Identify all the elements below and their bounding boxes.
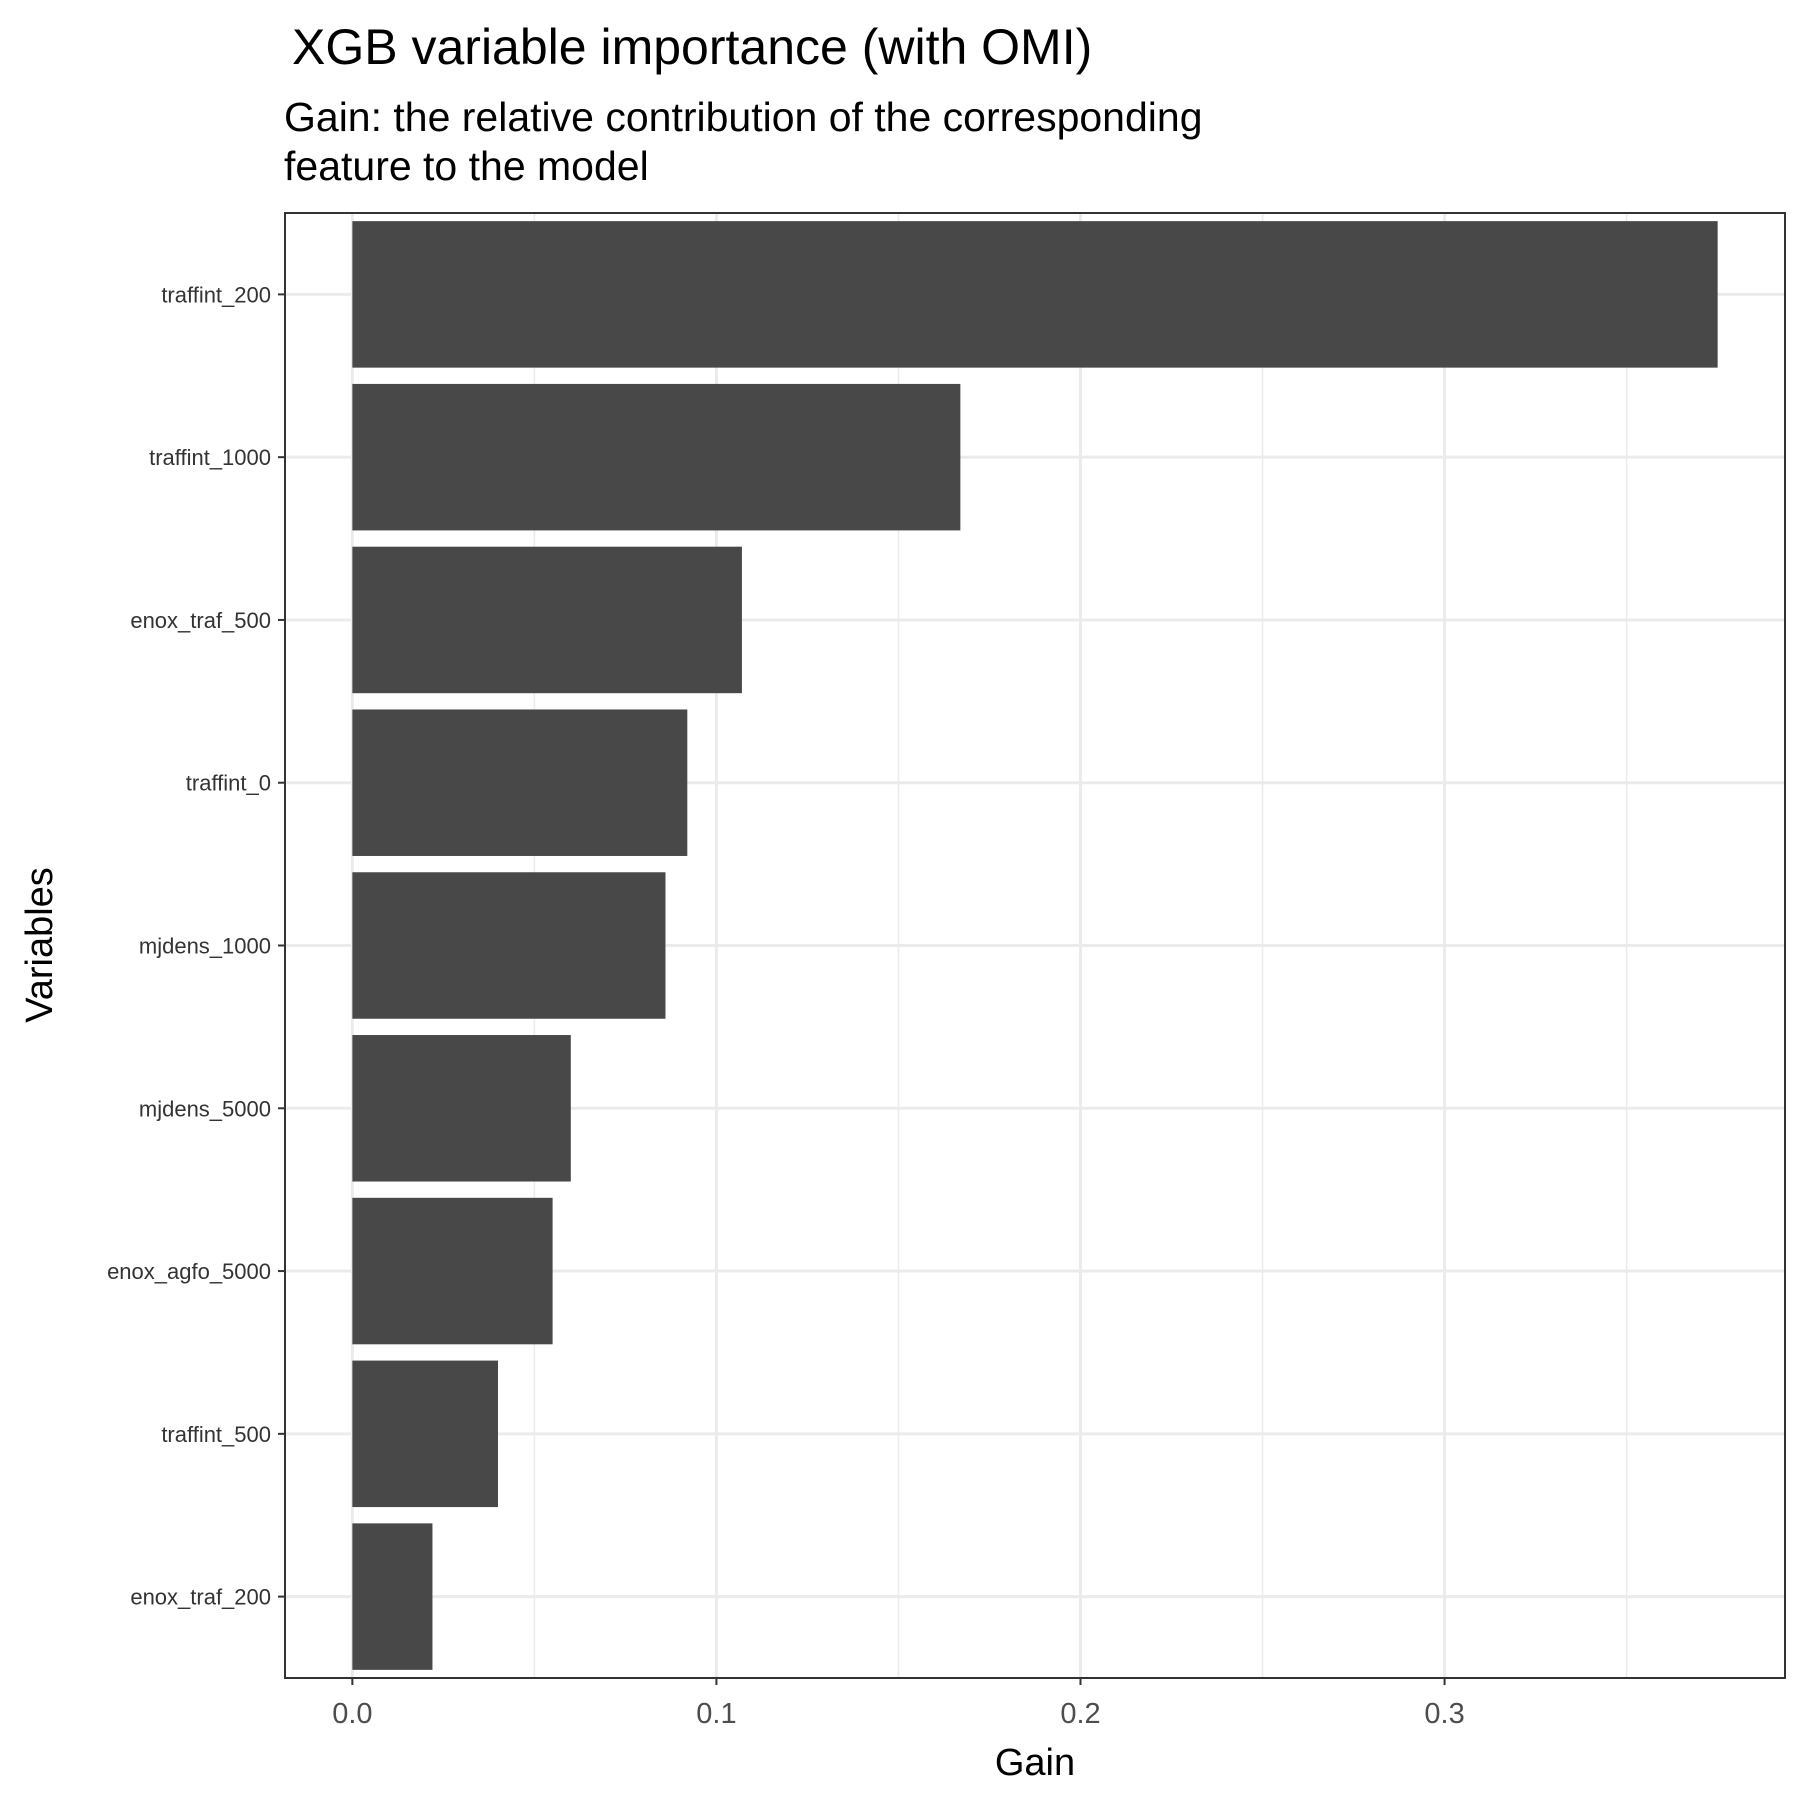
bar-mjdens_5000 [352, 1035, 571, 1182]
y-tick-label: mjdens_1000 [139, 934, 271, 959]
y-axis-title: Variables [19, 867, 61, 1023]
bar-traffint_0 [352, 709, 688, 856]
y-tick-label: enox_traf_200 [130, 1585, 271, 1610]
axes: traffint_200 traffint_1000 enox_traf_500tr… [107, 282, 1465, 1730]
bars [352, 221, 1718, 1670]
y-tick-label: mjdens_5000 [139, 1096, 271, 1121]
y-tick-label: traffint_200 [161, 282, 271, 307]
bar-mjdens_1000 [352, 872, 666, 1019]
bar-enox_agfo_5000 [352, 1197, 553, 1345]
bar-traffint_500 [352, 1360, 498, 1508]
bar-enox_traf_500 [352, 546, 742, 694]
y-tick-label: traffint_500 [161, 1422, 271, 1447]
y-tick-label: traffint_1000 [149, 445, 271, 470]
x-tick-label: 0.1 [696, 1698, 736, 1730]
x-tick-label: 0.0 [332, 1698, 372, 1730]
y-tick-label: traffint_0 [186, 771, 271, 796]
x-tick-label: 0.3 [1424, 1698, 1464, 1730]
chart-subtitle-line-2: feature to the model [284, 143, 649, 189]
chart-subtitle-line-1: Gain: the relative contribution of the c… [284, 94, 1203, 140]
x-tick-label: 0.2 [1060, 1698, 1100, 1730]
y-tick-label: enox_traf_500 [130, 608, 271, 633]
bar-enox_traf_200 [352, 1523, 433, 1670]
bar-traffint_200 [352, 221, 1718, 368]
y-tick-label: enox_agfo_5000 [107, 1259, 271, 1284]
bar-traffint_1000 [352, 383, 961, 531]
chart-title: XGB variable importance (with OMI) [292, 19, 1092, 75]
x-axis-title: Gain [995, 1742, 1075, 1784]
